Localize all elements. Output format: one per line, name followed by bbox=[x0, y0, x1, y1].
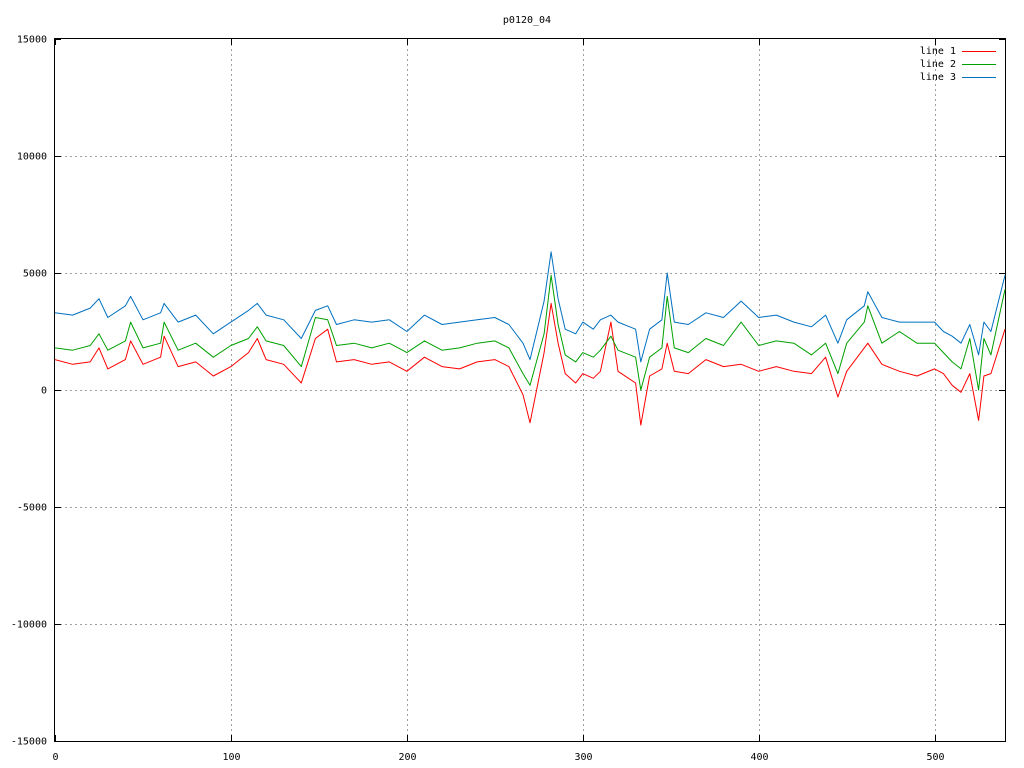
legend-label: line 3 bbox=[920, 72, 956, 83]
x-tick-label: 0 bbox=[52, 752, 58, 763]
y-tick-label: 10000 bbox=[17, 152, 47, 163]
series-line-3 bbox=[54, 251, 1006, 363]
y-tick-label: -5000 bbox=[17, 503, 47, 514]
x-tick-label: 300 bbox=[574, 752, 592, 763]
legend-label: line 1 bbox=[920, 46, 956, 57]
y-tick-label: -10000 bbox=[11, 620, 47, 631]
x-tick-label: 200 bbox=[398, 752, 416, 763]
grid bbox=[55, 39, 1005, 741]
series-line-1 bbox=[54, 302, 1006, 426]
y-tick-label: -15000 bbox=[11, 737, 47, 748]
series-line-2 bbox=[54, 274, 1006, 391]
series-lines bbox=[54, 251, 1006, 426]
x-tick-label: 400 bbox=[750, 752, 768, 763]
axis-ticks: -15000 -10000 -5000 0 5000 10000 15000 0 100 200 3… bbox=[11, 35, 1005, 763]
plot-frame bbox=[54, 38, 1006, 742]
y-tick-label: 0 bbox=[41, 386, 47, 397]
legend-label: line 2 bbox=[920, 59, 956, 70]
chart-title: p0120_04 bbox=[503, 15, 551, 26]
y-tick-label: 15000 bbox=[17, 35, 47, 46]
legend: line 1 line 2 line 3 bbox=[920, 46, 996, 83]
x-tick-label: 500 bbox=[926, 752, 944, 763]
y-tick-label: 5000 bbox=[23, 269, 47, 280]
x-tick-label: 100 bbox=[222, 752, 240, 763]
